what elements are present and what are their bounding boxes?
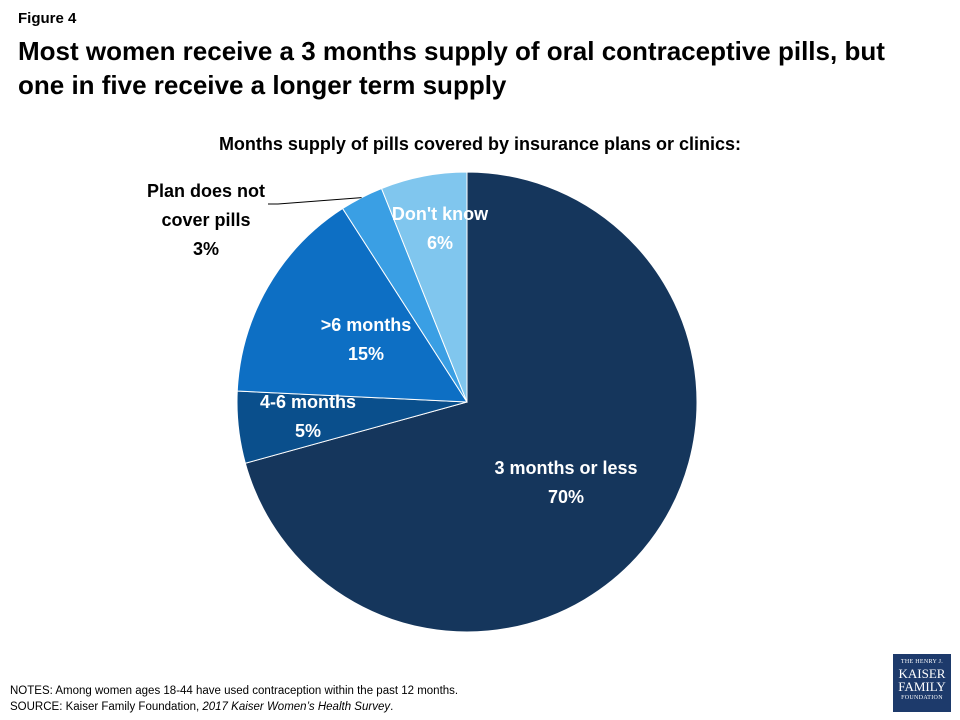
slice-label-6-months: >6 months 15%	[321, 315, 412, 364]
slice-value-3-months-or-less: 70%	[548, 487, 584, 507]
logo-line-2: KAISER	[898, 666, 946, 681]
pie-slice-3-months-or-less	[244, 171, 698, 633]
pie-slice-don-t-know	[380, 171, 468, 403]
slice-label-don-t-know: Don't know 6%	[392, 204, 489, 253]
chart-subtitle: Months supply of pills covered by insura…	[218, 134, 742, 154]
slice-value-4-6-months: 5%	[295, 421, 321, 441]
slice-label-4-6-months: 4-6 months 5%	[260, 392, 356, 441]
source-italic: 2017 Kaiser Women’s Health Survey	[202, 701, 391, 713]
logo-line-3: FAMILY	[898, 679, 946, 694]
leader-line	[268, 197, 362, 205]
logo-line-4: FOUNDATION	[901, 695, 943, 701]
chart-title: Most women receive a 3 months supply of …	[18, 36, 885, 100]
notes-line: NOTES: Among women ages 18-44 have used …	[10, 685, 459, 697]
slice-value-6-months: 15%	[348, 344, 384, 364]
source-suffix: .	[390, 701, 394, 713]
notes-block: NOTES: Among women ages 18-44 have used …	[10, 683, 458, 715]
pie-slice-6-months	[236, 207, 468, 403]
source-line: SOURCE: Kaiser Family Foundation, 2017 K…	[10, 699, 458, 715]
kff-logo: THE HENRY J. KAISER FAMILY FOUNDATION	[893, 654, 951, 712]
logo-line-1: THE HENRY J.	[900, 659, 944, 665]
source-prefix: SOURCE: Kaiser Family Foundation,	[10, 701, 203, 713]
slice-label-plan-does-not-cover-pills: Plan does not cover pills 3%	[147, 181, 265, 259]
figure-label: Figure 4	[18, 10, 77, 27]
slice-value-plan-does-not-cover-pills: 3%	[193, 239, 219, 259]
slice-value-don-t-know: 6%	[427, 233, 453, 253]
slice-label-3-months-or-less: 3 months or less 70%	[494, 458, 637, 507]
